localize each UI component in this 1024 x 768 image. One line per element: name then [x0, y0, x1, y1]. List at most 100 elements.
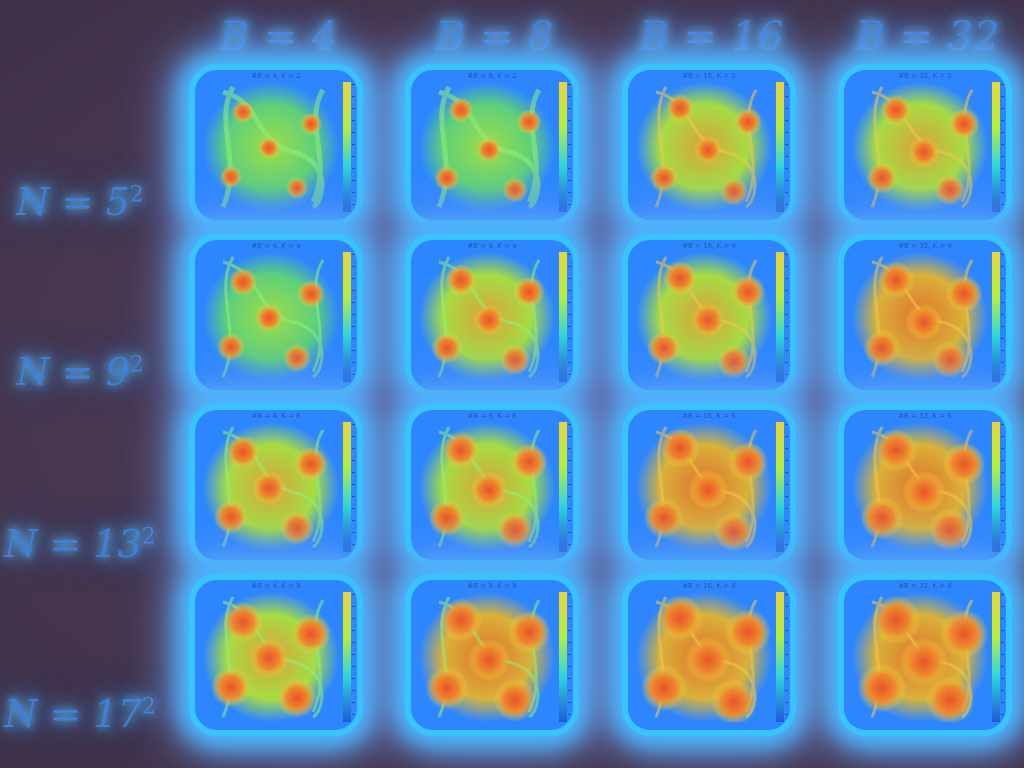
row-header-label: N = 13	[4, 522, 142, 566]
heatmap-hotspot	[249, 638, 289, 678]
heatmap-image	[203, 82, 339, 212]
heatmap-image	[203, 592, 339, 722]
colorbar-ticks	[352, 84, 355, 208]
column-header-b8: B = 8	[435, 14, 555, 60]
heatmap-hotspot	[502, 177, 528, 203]
heatmap-hotspot	[641, 665, 687, 711]
colorbar-ticks	[352, 594, 355, 718]
heatmap-panel: #B = 4, K = 6	[195, 410, 357, 560]
heatmap-hotspot	[516, 109, 542, 135]
colorbar-ticks	[785, 424, 788, 548]
colorbar-ticks	[785, 594, 788, 718]
heatmap-panel: #B = 4, K = 8	[195, 580, 357, 730]
heatmap-hotspot	[217, 333, 245, 361]
colorbar	[776, 592, 784, 722]
heatmap-svg	[636, 422, 772, 552]
heatmap-hotspot	[899, 637, 949, 687]
colorbar-ticks	[568, 254, 571, 378]
heatmap-hotspot	[925, 675, 975, 722]
heatmap-svg	[852, 82, 988, 212]
colorbar	[343, 422, 351, 552]
heatmap-hotspot	[863, 329, 901, 367]
row-header-n5: N = 52	[0, 180, 160, 224]
heatmap-hotspot	[513, 276, 545, 308]
panel-title: #B = 32, K = 2	[898, 72, 952, 80]
heatmap-hotspot	[496, 511, 534, 549]
heatmap-hotspot	[931, 341, 969, 379]
panel-title: #B = 4, K = 2	[251, 72, 301, 80]
panel-title: #B = 8, K = 2	[467, 72, 517, 80]
heatmap-hotspot	[714, 512, 754, 552]
heatmap-panel: #B = 16, K = 6	[628, 410, 790, 560]
colorbar	[559, 592, 567, 722]
heatmap-svg	[203, 592, 339, 722]
heatmap-hotspot	[428, 499, 466, 537]
heatmap-hotspot	[663, 261, 697, 295]
heatmap-svg	[419, 82, 555, 212]
heatmap-image	[852, 82, 988, 212]
heatmap-image	[852, 592, 988, 722]
heatmap-panel: #B = 4, K = 2	[195, 70, 357, 220]
row-header-exponent: 2	[129, 352, 144, 378]
heatmap-hotspot	[507, 610, 551, 654]
heatmap-hotspot	[650, 164, 678, 192]
heatmap-panel: #B = 8, K = 2	[411, 70, 573, 220]
panel-title: #B = 16, K = 2	[682, 72, 736, 80]
panel-title: #B = 16, K = 6	[682, 412, 736, 420]
heatmap-svg	[852, 422, 988, 552]
row-header-label: N = 17	[4, 692, 142, 736]
colorbar	[992, 592, 1000, 722]
panel-title: #B = 32, K = 8	[898, 582, 952, 590]
heatmap-svg	[203, 422, 339, 552]
panel-title: #B = 32, K = 4	[898, 242, 952, 250]
colorbar-ticks	[568, 594, 571, 718]
heatmap-hotspot	[734, 108, 762, 136]
colorbar	[992, 82, 1000, 212]
colorbar	[776, 82, 784, 212]
heatmap-hotspot	[860, 496, 904, 540]
heatmap-hotspot	[252, 471, 286, 505]
heatmap-hotspot	[470, 471, 508, 509]
heatmap-panel: #B = 16, K = 2	[628, 70, 790, 220]
heatmap-hotspot	[297, 280, 325, 308]
colorbar	[776, 252, 784, 382]
heatmap-hotspot	[717, 345, 751, 379]
row-header-exponent: 2	[129, 182, 144, 208]
heatmap-panel: #B = 8, K = 4	[411, 240, 573, 390]
heatmap-panel: #B = 32, K = 4	[844, 240, 1006, 390]
heatmap-image	[419, 82, 555, 212]
heatmap-hotspot	[232, 101, 254, 123]
heatmap-hotspot	[905, 303, 943, 341]
heatmap-panel: #B = 16, K = 8	[628, 580, 790, 730]
heatmap-hotspot	[220, 166, 242, 188]
heatmap-hotspot	[283, 344, 311, 372]
colorbar-ticks	[785, 84, 788, 208]
heatmap-hotspot	[711, 679, 757, 722]
heatmap-hotspot	[666, 94, 694, 122]
colorbar	[992, 422, 1000, 552]
heatmap-image	[636, 252, 772, 382]
heatmap-panel: #B = 32, K = 6	[844, 410, 1006, 560]
panel-title: #B = 8, K = 6	[467, 412, 517, 420]
panel-title: #B = 8, K = 8	[467, 582, 517, 590]
heatmap-hotspot	[277, 678, 317, 718]
heatmap-image	[636, 592, 772, 722]
heatmap-hotspot	[255, 304, 283, 332]
colorbar	[559, 422, 567, 552]
heatmap-panel: #B = 8, K = 6	[411, 410, 573, 560]
heatmap-hotspot	[439, 598, 483, 642]
heatmap-hotspot	[431, 332, 463, 364]
heatmap-svg	[203, 252, 339, 382]
heatmap-image	[419, 592, 555, 722]
panel-title: #B = 8, K = 4	[467, 242, 517, 250]
heatmap-hotspot	[657, 595, 703, 641]
row-header-exponent: 2	[141, 524, 156, 550]
row-header-n13: N = 132	[0, 522, 160, 566]
colorbar	[343, 592, 351, 722]
heatmap-hotspot	[294, 447, 328, 481]
heatmap-hotspot	[685, 637, 731, 683]
colorbar	[343, 252, 351, 382]
heatmap-panel: #B = 8, K = 8	[411, 580, 573, 730]
heatmap-hotspot	[211, 667, 251, 707]
